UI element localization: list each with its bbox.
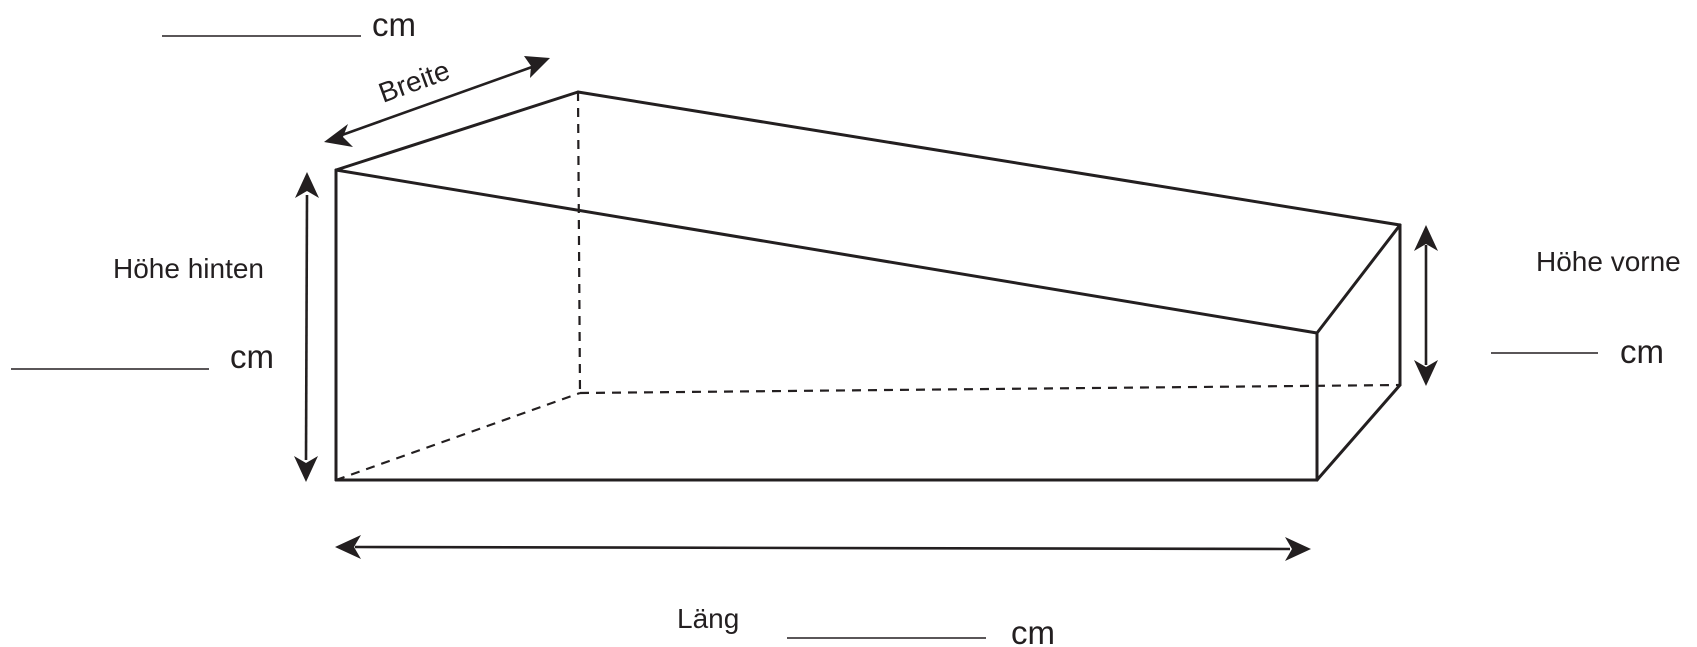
- hoehe-vorne-label: Höhe vorne: [1536, 246, 1681, 277]
- hidden-edge-bottom-back-length: [579, 383, 1401, 395]
- hoehe-hinten-arrow: [294, 172, 319, 482]
- breite-arrowhead-right: [524, 56, 550, 78]
- hoehe-hinten-unit: cm: [230, 338, 274, 375]
- hoehe-hinten-arrowhead-top: [295, 172, 319, 198]
- hoehe-hinten-label: Höhe hinten: [113, 253, 264, 284]
- hoehe-vorne-arrowhead-top: [1414, 225, 1438, 251]
- edge-top-front-slope: [334, 168, 1319, 335]
- hoehe-vorne-unit: cm: [1620, 333, 1664, 370]
- hidden-edge-back-vertical: [576, 91, 582, 394]
- laenge-label: Läng: [677, 603, 739, 634]
- edge-top-back-slope: [576, 90, 1402, 227]
- edge-top-left-depth: [334, 90, 580, 172]
- hoehe-vorne-arrowhead-bottom: [1414, 360, 1438, 386]
- hidden-edge-bottom-left-depth: [335, 391, 581, 482]
- edge-top-right-depth: [1315, 223, 1402, 335]
- breite-arrow: [324, 56, 550, 147]
- hoehe-hinten-arrowhead-bottom: [294, 456, 318, 482]
- hoehe-vorne-arrow: [1414, 225, 1438, 386]
- breite-unit: cm: [372, 6, 416, 43]
- visible-edges: [334, 90, 1402, 482]
- hidden-edges: [335, 91, 1401, 482]
- laenge-arrow: [335, 535, 1311, 561]
- breite-arrowhead-left: [324, 124, 353, 147]
- laenge-arrowhead-right: [1285, 537, 1311, 561]
- laenge-arrowhead-left: [335, 535, 361, 559]
- edge-bottom-right-depth: [1315, 383, 1402, 482]
- laenge-unit: cm: [1011, 614, 1055, 647]
